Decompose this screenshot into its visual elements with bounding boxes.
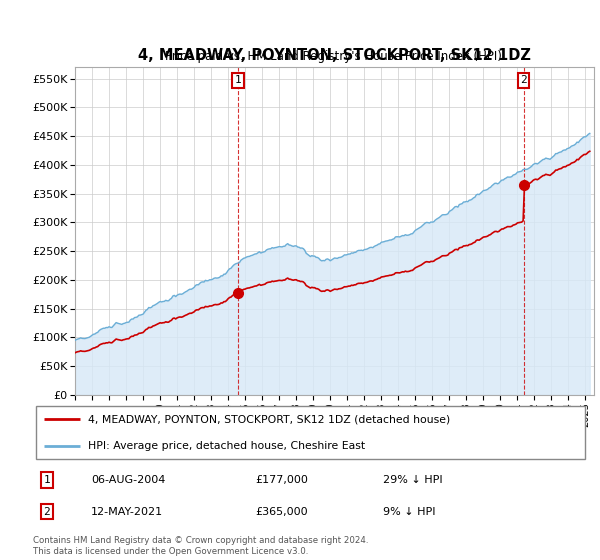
Text: HPI: Average price, detached house, Cheshire East: HPI: Average price, detached house, Ches… <box>89 441 365 451</box>
Title: 4, MEADWAY, POYNTON, STOCKPORT, SK12 1DZ: 4, MEADWAY, POYNTON, STOCKPORT, SK12 1DZ <box>138 48 531 63</box>
Text: 29% ↓ HPI: 29% ↓ HPI <box>383 475 442 485</box>
FancyBboxPatch shape <box>36 406 585 459</box>
Text: Contains HM Land Registry data © Crown copyright and database right 2024.
This d: Contains HM Land Registry data © Crown c… <box>33 536 368 556</box>
Text: 2: 2 <box>520 76 527 85</box>
Text: £365,000: £365,000 <box>255 507 308 517</box>
Text: £177,000: £177,000 <box>255 475 308 485</box>
Text: Price paid vs. HM Land Registry's House Price Index (HPI): Price paid vs. HM Land Registry's House … <box>164 50 502 63</box>
Text: 06-AUG-2004: 06-AUG-2004 <box>91 475 166 485</box>
Text: 2: 2 <box>44 507 50 517</box>
Text: 4, MEADWAY, POYNTON, STOCKPORT, SK12 1DZ (detached house): 4, MEADWAY, POYNTON, STOCKPORT, SK12 1DZ… <box>89 414 451 424</box>
Text: 1: 1 <box>235 76 241 85</box>
Text: 9% ↓ HPI: 9% ↓ HPI <box>383 507 435 517</box>
Text: 12-MAY-2021: 12-MAY-2021 <box>91 507 163 517</box>
Text: 1: 1 <box>44 475 50 485</box>
